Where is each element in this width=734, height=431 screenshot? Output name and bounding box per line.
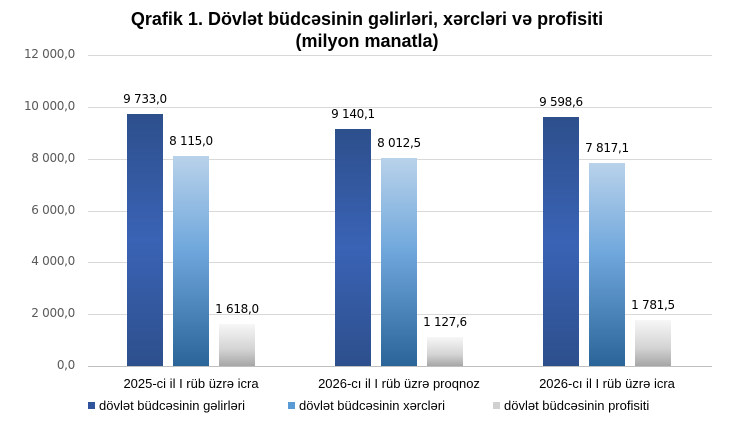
legend-item[interactable]: dövlət büdcəsinin profisiti	[493, 398, 649, 413]
chart-title-line1: Qrafik 1. Dövlət büdcəsinin gəlirləri, x…	[130, 9, 604, 29]
legend-item[interactable]: dövlət büdcəsinin xərcləri	[288, 398, 445, 413]
y-tick-label: 4 000,0	[31, 254, 75, 268]
legend-item[interactable]: dövlət büdcəsinin gəlirləri	[88, 398, 245, 413]
x-category-label: 2026-cı il I rüb üzrə proqnoz	[318, 376, 480, 391]
data-label: 9 733,0	[123, 92, 167, 106]
chart-title: Qrafik 1. Dövlət büdcəsinin gəlirləri, x…	[0, 8, 734, 52]
legend-swatch-icon	[88, 402, 95, 409]
y-tick-label: 12 000,0	[23, 47, 75, 61]
bar-revenue[interactable]	[335, 129, 371, 366]
gridline	[88, 55, 712, 56]
bar-expenditure[interactable]	[381, 158, 417, 366]
legend-label: dövlət büdcəsinin profisiti	[504, 398, 650, 413]
data-label: 8 115,0	[169, 134, 213, 148]
y-tick-label: 0,0	[56, 358, 75, 372]
x-category-label: 2026-cı il I rüb üzrə icra	[539, 376, 675, 391]
legend-swatch-icon	[288, 402, 295, 409]
x-category-label: 2025-ci il I rüb üzrə icra	[123, 376, 259, 391]
legend-swatch-icon	[493, 402, 500, 409]
data-label: 9 598,6	[539, 95, 583, 109]
y-tick-label: 8 000,0	[31, 151, 75, 165]
bar-surplus[interactable]	[635, 320, 671, 366]
bar-surplus[interactable]	[219, 324, 255, 366]
data-label: 1 618,0	[215, 302, 259, 316]
bar-expenditure[interactable]	[589, 163, 625, 366]
data-label: 8 012,5	[377, 136, 421, 150]
legend-label: dövlət büdcəsinin gəlirləri	[99, 398, 245, 413]
y-tick-label: 10 000,0	[23, 99, 75, 113]
bar-revenue[interactable]	[127, 114, 163, 366]
bar-revenue[interactable]	[543, 117, 579, 366]
y-tick-label: 2 000,0	[31, 306, 75, 320]
legend-label: dövlət büdcəsinin xərcləri	[299, 398, 445, 413]
chart-subtitle: (milyon manatla)	[295, 31, 439, 51]
gridline	[88, 107, 712, 108]
data-label: 7 817,1	[585, 141, 629, 155]
data-label: 9 140,1	[331, 107, 375, 121]
y-tick-label: 6 000,0	[31, 203, 75, 217]
bar-expenditure[interactable]	[173, 156, 209, 366]
x-axis-line	[88, 366, 712, 367]
data-label: 1 781,5	[631, 298, 675, 312]
bar-surplus[interactable]	[427, 337, 463, 366]
data-label: 1 127,6	[423, 315, 467, 329]
